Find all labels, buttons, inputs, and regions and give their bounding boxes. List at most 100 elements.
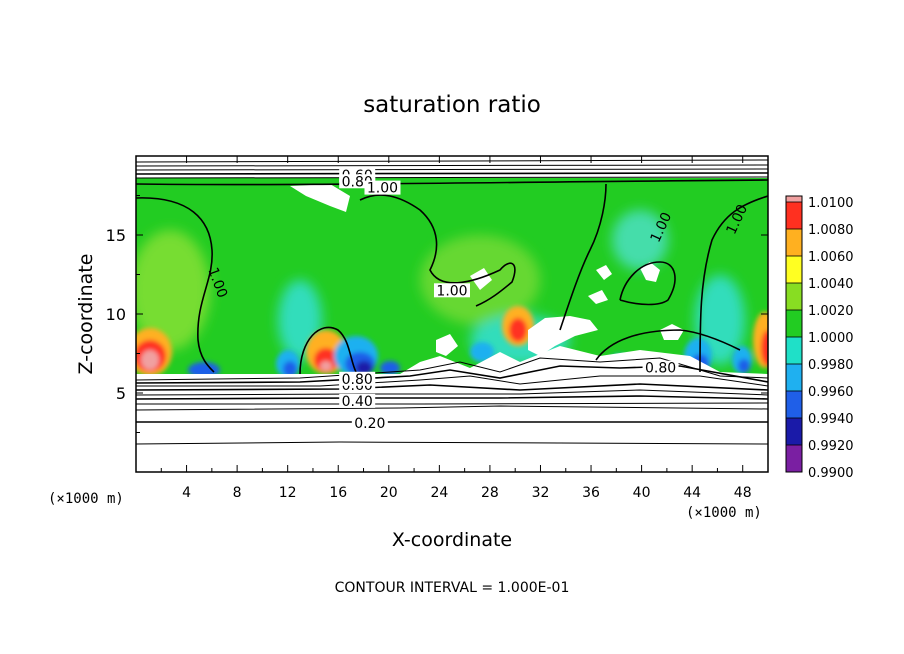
colorbar-swatch [786,364,802,391]
contour-label: 0.20 [354,416,385,432]
field-cyan-patch [612,210,668,270]
contour-line [136,179,768,186]
field-lower-boundary [136,346,768,380]
colorbar-swatch [786,391,802,418]
colorbar-swatch [786,283,802,310]
colorbar-tick-label: 1.0020 [808,304,854,319]
contour-line [136,176,768,179]
x-tick-label: 16 [329,485,347,501]
contour-line [136,389,768,396]
field-upper-dry-layer [136,156,768,178]
field-white-patch [528,316,598,356]
colorbar-tick-label: 0.9900 [808,466,854,481]
contour-line [136,405,768,411]
field-red-anomaly [320,361,332,371]
field-blue-anomaly [356,361,372,375]
colorbar-tick-label: 0.9920 [808,439,854,454]
colorbar-swatch [786,229,802,256]
colorbar-tick-label: 1.0000 [808,331,854,346]
contour-line [359,194,516,307]
field-cyan-patch [695,275,745,365]
contour-label: 1.00 [436,283,467,299]
contour-line [136,197,215,373]
field-white-patch [596,265,612,280]
field-lower-dry-layer [136,374,768,472]
x-tick-label: 12 [279,485,297,501]
saturation-field [136,156,768,472]
colorbar-swatch [786,196,802,202]
contour-label-bg [339,393,376,408]
field-blue-anomaly [283,361,297,377]
x-tick-label: 28 [481,485,499,501]
contour-label-bg [434,283,470,298]
x-axis: 4 8 12 16 20 24 28 32 36 40 44 48 [160,156,752,501]
contour-line [136,172,768,175]
contour-line [136,402,768,405]
contour-line [595,329,741,361]
field-white-patch [290,184,350,212]
contour-label: 0.40 [342,394,373,410]
y-axis: 5 10 15 [106,195,768,433]
x-tick-label: 40 [633,485,651,501]
field-light-green-patch [136,230,210,350]
colorbar-tick-label: 0.9980 [808,358,854,373]
x-tick-label: 8 [233,485,242,501]
field-white-patch [588,290,608,304]
contour-line [136,395,768,400]
x-tick-label: 36 [582,485,600,501]
contour-line [136,441,768,445]
colorbar-tick-label: 1.0080 [808,223,854,238]
contour-label-bg [642,360,679,375]
contour-line [299,326,357,375]
colorbar-swatch [786,256,802,283]
field-red-anomaly [761,330,768,366]
contour-line [136,164,768,167]
x-axis-unit-label: (×1000 m) [686,505,762,521]
x-tick-label: 20 [380,485,398,501]
contour-label-bg [364,180,401,195]
contour-interval-note: CONTOUR INTERVAL = 1.000E-01 [335,580,570,596]
contour-label-bg [351,416,388,431]
field-blue-anomaly [738,359,750,373]
contour-line [136,375,768,387]
x-axis-title: X-coordinate [392,529,512,551]
contour-line [559,183,607,331]
x-tick-label: 48 [734,485,752,501]
field-white-patch [436,334,458,356]
colorbar-swatch [786,202,802,229]
contour-line [136,383,768,391]
colorbar: 0.9900 0.9920 0.9940 0.9960 0.9980 1.0000 1.00… [785,195,854,481]
x-tick-label: 24 [430,485,448,501]
y-tick-label: 10 [106,305,126,324]
contour-line [136,168,768,171]
colorbar-tick-label: 1.0040 [808,277,854,292]
chart-title: saturation ratio [363,92,541,118]
y-tick-label: 5 [116,384,126,403]
colorbar-swatch [786,310,802,337]
field-red-anomaly [509,318,527,342]
colorbar-swatch [786,337,802,364]
contour-label: 1.00 [367,181,398,197]
contour-label: 0.80 [342,372,373,388]
colorbar-swatch [786,418,802,445]
field-blue-anomaly [470,342,494,362]
field-white-patch [640,262,660,282]
contour-label: 0.80 [645,361,676,377]
contour-label-bg [339,371,376,386]
y-axis-unit-label: (×1000 m) [48,491,124,507]
contour-line [619,261,676,306]
field-white-patch [660,324,684,340]
contour-labels: 0.200.400.600.800.800.600.801.001.001.00… [204,167,751,432]
colorbar-tick-label: 1.0100 [808,196,854,211]
x-tick-label: 4 [182,485,191,501]
colorbar-swatch [786,445,802,472]
colorbar-tick-label: 1.0060 [808,250,854,265]
contour-line [699,195,768,373]
colorbar-tick-label: 0.9960 [808,385,854,400]
field-white-patch [470,268,492,290]
field-red-anomaly [141,350,159,370]
contour-lines [136,159,768,445]
x-tick-label: 44 [683,485,701,501]
x-tick-label: 32 [532,485,550,501]
